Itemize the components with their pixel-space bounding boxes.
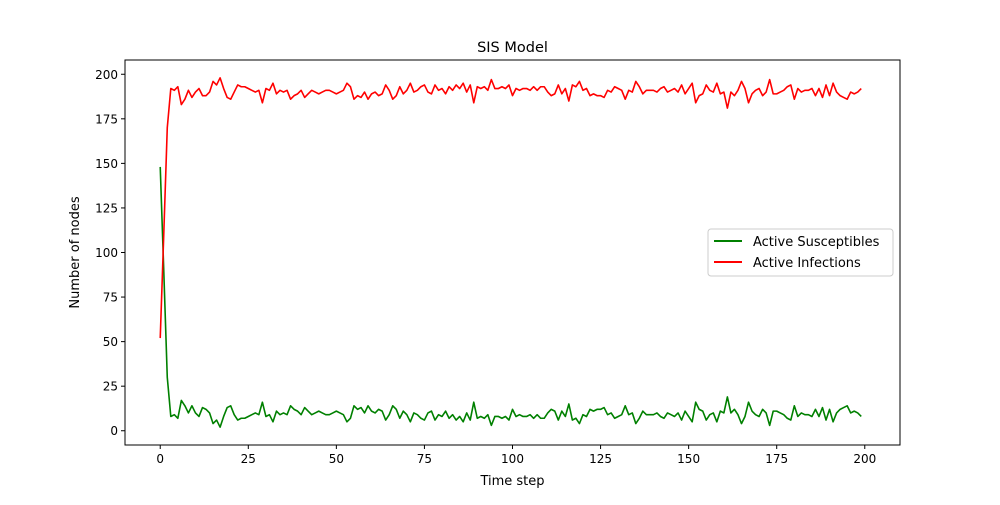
legend: Active Susceptibles Active Infections	[707, 228, 894, 277]
y-tick-label: 150	[95, 157, 118, 171]
y-tick-label: 175	[95, 112, 118, 126]
y-tick-label: 200	[95, 68, 118, 82]
legend-label-susceptibles: Active Susceptibles	[753, 235, 880, 250]
x-tick-label: 200	[853, 452, 876, 466]
x-tick-label: 150	[677, 452, 700, 466]
y-axis-ticks: 0 25 50 75 100 125 150 175 200	[95, 68, 125, 438]
x-tick-label: 75	[417, 452, 432, 466]
x-axis-ticks: 0 25 50 75 100 125 150 175 200	[156, 445, 876, 466]
x-tick-label: 0	[156, 452, 164, 466]
y-tick-label: 0	[110, 424, 118, 438]
y-tick-label: 75	[103, 291, 118, 305]
x-tick-label: 125	[589, 452, 612, 466]
x-tick-label: 100	[501, 452, 524, 466]
series-line-susceptibles	[159, 166, 862, 428]
y-tick-label: 25	[103, 380, 118, 394]
x-tick-label: 25	[241, 452, 256, 466]
y-tick-label: 50	[103, 335, 118, 349]
x-tick-label: 175	[765, 452, 788, 466]
chart-title: SIS Model	[477, 40, 548, 56]
x-tick-label: 50	[329, 452, 344, 466]
series-line-infections	[159, 77, 862, 339]
x-axis-label: Time step	[479, 474, 544, 489]
y-tick-label: 125	[95, 201, 118, 215]
series-layer	[159, 77, 862, 428]
y-tick-label: 100	[95, 246, 118, 260]
legend-label-infections: Active Infections	[753, 256, 861, 271]
legend-box	[707, 228, 894, 277]
y-axis-label: Number of nodes	[68, 196, 83, 308]
